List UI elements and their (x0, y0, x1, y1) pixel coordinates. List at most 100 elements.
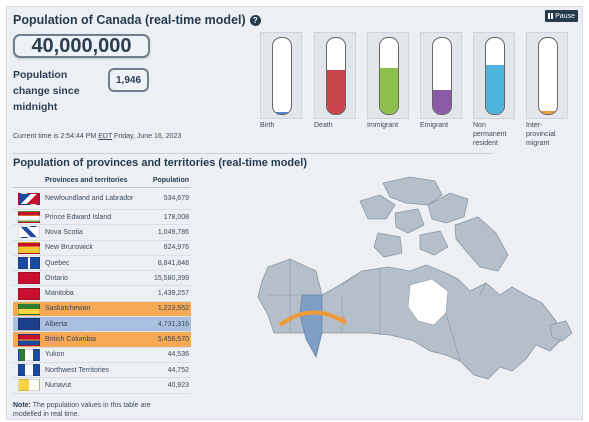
province-name: Yukon (45, 351, 65, 359)
province-population: 40,923 (167, 381, 189, 389)
tube-glass (379, 37, 399, 115)
tube-glass (538, 37, 558, 115)
province-population: 1,049,786 (157, 228, 189, 236)
province-row[interactable]: Newfoundland and Labrador 534,679 (13, 188, 191, 210)
province-population: 1,223,552 (157, 305, 189, 313)
tube-fill (273, 111, 291, 114)
arctic-island (394, 208, 425, 234)
provinces-table: Provinces and territories Population New… (13, 174, 191, 394)
question-circle-icon[interactable]: ? (249, 14, 261, 26)
province-name: Ontario (45, 274, 68, 282)
pause-button[interactable]: Pause (545, 10, 578, 22)
province-population: 178,008 (163, 213, 189, 221)
component-tube (526, 32, 568, 119)
province-name: British Columbia (45, 336, 96, 344)
province-row[interactable]: Ontario 15,580,399 (13, 271, 191, 287)
qc-flag-icon (18, 257, 40, 270)
province-row[interactable]: British Columbia 5,456,570 (13, 332, 191, 348)
province-name: Alberta (45, 320, 68, 328)
tube-fill (539, 110, 557, 114)
tube-label: Emigrant (420, 122, 449, 129)
migration-arrowhead (339, 316, 346, 323)
province-population: 5,456,570 (157, 336, 189, 344)
province-population: 15,580,399 (153, 274, 189, 282)
yt-flag-icon (18, 348, 40, 361)
component-tube (367, 32, 409, 119)
province-row[interactable]: Saskatchewan 1,223,552 (13, 301, 191, 318)
arctic-island (382, 176, 443, 206)
tube-glass (485, 37, 505, 115)
header-title: Population of Canada (real-time model) ? (13, 13, 261, 27)
province-population: 1,439,257 (157, 290, 189, 298)
widget-frame: Population of Canada (real-time model) ?… (6, 6, 583, 420)
tube-glass (432, 37, 452, 115)
bc-flag-icon (18, 333, 40, 346)
province-row[interactable]: Yukon 44,536 (13, 348, 191, 363)
pe-flag-icon (18, 211, 40, 224)
ns-flag-icon (18, 226, 40, 239)
migration-arrow (278, 310, 348, 327)
col-header-pop: Population (152, 177, 189, 184)
tube-glass (326, 37, 346, 115)
tube-fill (433, 89, 451, 114)
on-flag-icon (18, 272, 40, 285)
province-name: Nunavut (45, 381, 72, 389)
total-population: 40,000,000 (13, 34, 150, 58)
table-header: Provinces and territories Population (13, 174, 191, 188)
province-row[interactable]: Nunavut 40,923 (13, 378, 191, 394)
table-note: Note: The population values in this tabl… (13, 402, 151, 418)
arctic-island (427, 192, 469, 224)
pause-label: Pause (555, 12, 575, 20)
tube-label: Non permanent resident (473, 122, 507, 147)
province-population: 4,731,316 (157, 320, 189, 328)
tube-label: Birth (260, 122, 275, 129)
province-row[interactable]: Nova Scotia 1,049,786 (13, 225, 191, 241)
hudson-bay (407, 278, 449, 326)
sk-flag-icon (18, 302, 40, 315)
province-population: 534,679 (163, 195, 189, 202)
page-title: Population of Canada (real-time model) (13, 13, 246, 27)
tube-fill (486, 64, 504, 114)
canada-map (257, 176, 573, 380)
baffin-island (454, 216, 509, 272)
province-name: Prince Edward Island (45, 213, 112, 221)
province-name: Nova Scotia (45, 228, 83, 236)
province-population: 824,976 (163, 244, 189, 252)
population-change-label: Population change since midnight (13, 69, 80, 113)
population-change-value: 1,946 (108, 68, 149, 92)
province-name: Saskatchewan (45, 305, 91, 313)
mb-flag-icon (18, 287, 40, 300)
tube-label: Immigrant (367, 122, 399, 129)
nb-flag-icon (18, 241, 40, 254)
province-population: 8,841,848 (157, 259, 189, 267)
arctic-island (419, 230, 449, 256)
province-name: Quebec (45, 259, 70, 267)
alberta-highlight (299, 294, 323, 359)
province-row[interactable]: Northwest Territories 44,752 (13, 363, 191, 379)
province-population: 44,536 (167, 351, 189, 359)
province-row[interactable]: New Brunswick 824,976 (13, 241, 191, 256)
component-tube (420, 32, 462, 119)
province-name: Newfoundland and Labrador (45, 195, 134, 202)
nt-flag-icon (18, 364, 40, 377)
province-row[interactable]: Prince Edward Island 178,008 (13, 210, 191, 226)
province-border (445, 282, 487, 362)
provinces-title: Population of provinces and territories … (13, 157, 307, 169)
tube-label: Death (314, 122, 333, 129)
province-row[interactable]: Quebec 8,841,848 (13, 256, 191, 272)
province-name: Manitoba (45, 290, 74, 298)
province-row[interactable]: Manitoba 1,439,257 (13, 286, 191, 302)
component-tube (314, 32, 356, 119)
pause-icon (548, 13, 554, 19)
tube-label: Inter-provincial migrant (526, 122, 556, 147)
province-row[interactable]: Alberta 4,731,316 (13, 317, 191, 333)
arctic-island (373, 232, 403, 258)
col-header-name: Provinces and territories (45, 177, 128, 184)
province-name: Northwest Territories (45, 366, 110, 374)
province-population: 44,752 (167, 366, 189, 374)
current-time: Current time is 2:54:44 PM EDT Friday, J… (13, 133, 182, 140)
ab-flag-icon (18, 318, 40, 331)
tube-fill (327, 69, 345, 114)
canada-mainland (257, 258, 563, 380)
nl-flag-icon (18, 192, 40, 205)
